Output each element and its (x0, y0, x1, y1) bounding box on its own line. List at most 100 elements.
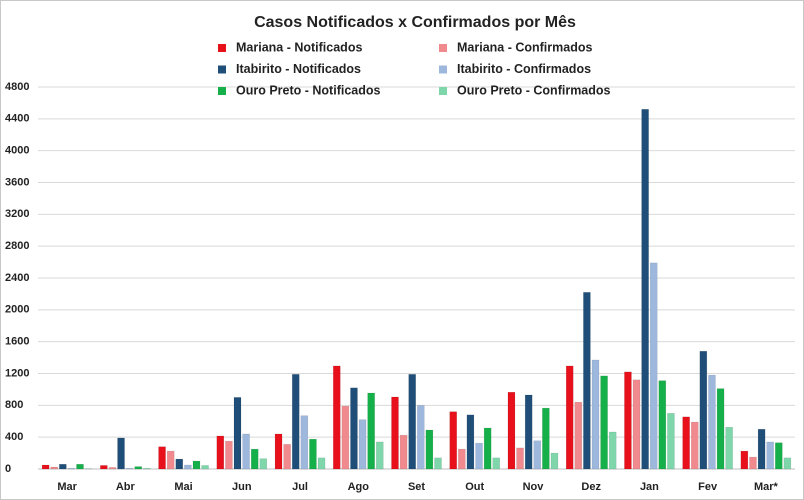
bar (76, 463, 84, 470)
bar (417, 405, 425, 470)
bar (658, 380, 667, 470)
bar (250, 448, 259, 470)
bar (708, 374, 716, 470)
x-tick-label: Out (465, 481, 484, 493)
bar (682, 416, 690, 470)
bar (184, 464, 192, 470)
legend-label: Itabirito - Confirmados (457, 62, 591, 76)
bar (740, 450, 749, 470)
bar (408, 374, 416, 470)
bar (216, 435, 225, 470)
bar (341, 405, 350, 470)
bar (134, 466, 142, 470)
y-tick-label: 2800 (5, 240, 29, 252)
y-tick-label: 0 (5, 463, 11, 475)
bar (125, 467, 134, 470)
bar (425, 429, 434, 470)
x-tick-label: Fev (698, 481, 718, 493)
y-tick-label: 1600 (5, 336, 29, 348)
bar (158, 446, 166, 470)
legend-label: Mariana - Notificados (236, 40, 362, 54)
y-tick-label: 800 (5, 399, 23, 411)
bar (274, 433, 283, 470)
y-tick-label: 4000 (5, 145, 29, 157)
bar (41, 464, 50, 470)
bar (67, 467, 76, 470)
bar (699, 350, 708, 470)
bar (624, 371, 632, 470)
legend-label: Mariana - Confirmados (457, 40, 592, 54)
bar (291, 374, 300, 470)
y-tick-label: 1200 (5, 367, 29, 379)
bar (201, 465, 209, 470)
bar (524, 394, 533, 470)
bar (317, 457, 326, 470)
bar (108, 467, 117, 470)
bar (766, 441, 774, 470)
x-tick-label: Set (408, 481, 425, 493)
bar (391, 396, 399, 470)
x-tick-label: Jun (232, 481, 252, 493)
x-tick-label: Jul (292, 481, 308, 493)
bar (358, 419, 367, 470)
y-tick-label: 2400 (5, 272, 29, 284)
bar (574, 401, 583, 470)
bar (492, 457, 500, 470)
x-tick-label: Nov (523, 481, 545, 493)
x-tick-label: Abr (116, 481, 136, 493)
x-tick-label: Jan (640, 481, 659, 493)
bar (350, 387, 358, 470)
bar (175, 458, 184, 470)
bar (458, 448, 466, 470)
bar (475, 442, 483, 470)
bar (550, 452, 559, 470)
bar (367, 392, 375, 470)
bar (283, 444, 291, 470)
chart-title: Casos Notificados x Confirmados por Mês (254, 14, 576, 31)
y-tick-label: 4400 (5, 113, 29, 125)
bar (542, 407, 550, 470)
legend-swatch (218, 87, 226, 95)
bar (591, 359, 600, 470)
bar (608, 431, 617, 470)
bar (117, 437, 125, 470)
bar (192, 460, 201, 470)
legend-label: Itabirito - Notificados (236, 62, 361, 76)
legend-swatch (439, 44, 447, 52)
bar (50, 466, 58, 470)
bar (565, 365, 574, 470)
bar (632, 379, 641, 470)
legend-swatch (218, 65, 226, 74)
bar (333, 365, 341, 470)
bar (259, 458, 268, 470)
x-tick-label: Dez (581, 481, 601, 493)
bar (783, 457, 792, 470)
bar (667, 413, 675, 470)
bar (233, 397, 242, 470)
bar (143, 467, 151, 470)
bar (466, 414, 475, 470)
legend-swatch (218, 44, 226, 52)
bar (242, 433, 250, 470)
bar (775, 442, 783, 470)
legend-swatch (439, 65, 447, 74)
bar (166, 450, 175, 470)
bar (376, 441, 384, 470)
bar (516, 447, 524, 470)
y-tick-label: 2000 (5, 304, 29, 316)
bar (649, 262, 658, 470)
bar (641, 109, 649, 470)
bar (300, 415, 309, 470)
y-tick-label: 3200 (5, 208, 29, 220)
bar (600, 375, 608, 470)
bar (449, 411, 457, 470)
bar (725, 426, 733, 470)
legend-label: Ouro Preto - Confirmados (457, 83, 611, 97)
bar (434, 457, 442, 470)
bar (716, 388, 725, 470)
x-tick-label: Mar (57, 481, 77, 493)
bar (483, 427, 492, 470)
y-tick-label: 3600 (5, 176, 29, 188)
bar (507, 391, 516, 470)
